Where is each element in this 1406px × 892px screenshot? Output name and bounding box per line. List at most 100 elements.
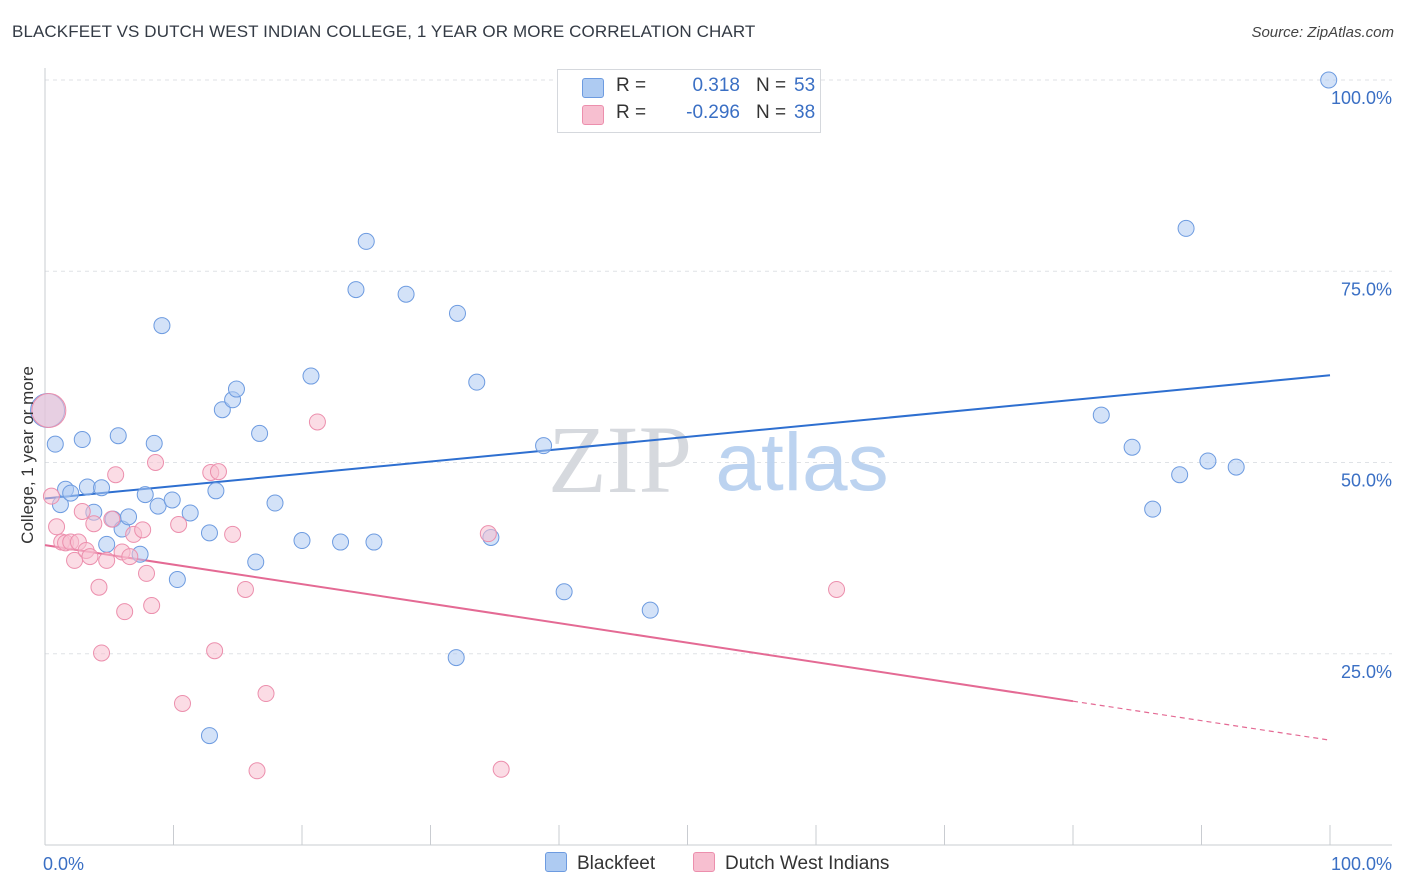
legend-r-label: R = <box>616 102 647 123</box>
data-point-blackfeet <box>357 232 375 250</box>
data-point-dutch-west-indians <box>85 515 103 533</box>
legend-n-value: 38 <box>794 102 816 123</box>
data-points <box>30 71 1338 780</box>
data-point-blackfeet <box>1320 71 1338 89</box>
data-point-dutch-west-indians <box>98 551 116 569</box>
data-point-blackfeet <box>448 304 466 322</box>
y-tick-label: 50.0% <box>1341 471 1392 491</box>
data-point-blackfeet <box>1171 466 1189 484</box>
data-point-dutch-west-indians <box>107 466 125 484</box>
trend-line-0 <box>44 374 1331 500</box>
data-point-blackfeet <box>365 533 383 551</box>
data-point-dutch-west-indians <box>116 603 134 621</box>
legend-r-value: 0.318 <box>692 75 740 96</box>
data-point-blackfeet <box>555 583 573 601</box>
data-point-blackfeet <box>247 553 265 571</box>
data-point-blackfeet <box>168 571 186 589</box>
data-point-dutch-west-indians <box>103 510 121 528</box>
data-point-dutch-west-indians <box>90 578 108 596</box>
data-point-blackfeet <box>641 601 659 619</box>
data-point-dutch-west-indians <box>828 580 846 598</box>
data-point-blackfeet <box>293 532 311 550</box>
trend-lines <box>44 374 1331 741</box>
data-point-dutch-west-indians <box>31 392 67 428</box>
watermark-zip: ZIP <box>548 406 692 513</box>
data-point-blackfeet <box>120 508 138 526</box>
data-point-blackfeet <box>1144 500 1162 518</box>
x-tick-label-start: 0.0% <box>43 854 84 874</box>
data-point-blackfeet <box>163 491 181 509</box>
data-point-blackfeet <box>1123 438 1141 456</box>
data-point-dutch-west-indians <box>492 760 510 778</box>
data-point-blackfeet <box>1092 406 1110 424</box>
x-tick-label-end: 100.0% <box>1331 854 1392 874</box>
data-point-blackfeet <box>447 649 465 667</box>
data-point-dutch-west-indians <box>121 548 139 566</box>
data-point-blackfeet <box>207 482 225 500</box>
data-point-blackfeet <box>200 727 218 745</box>
data-point-blackfeet <box>468 373 486 391</box>
data-point-blackfeet <box>136 486 154 504</box>
legend-n-value: 53 <box>794 75 816 96</box>
data-point-dutch-west-indians <box>147 454 165 471</box>
y-tick-label: 75.0% <box>1341 279 1392 299</box>
data-point-blackfeet <box>397 285 415 303</box>
data-point-blackfeet <box>1227 458 1245 476</box>
data-point-blackfeet <box>73 431 91 449</box>
data-point-dutch-west-indians <box>138 564 156 582</box>
bottom-legend-swatch-dutch-west-indians <box>693 852 715 872</box>
data-point-blackfeet <box>46 435 64 453</box>
data-point-dutch-west-indians <box>209 463 227 481</box>
tick-labels: 25.0% 50.0% 75.0% 100.0% 0.0% 100.0% <box>43 88 1392 874</box>
data-point-dutch-west-indians <box>143 597 161 615</box>
bottom-legend-dutch-west-indians: Dutch West Indians <box>693 852 889 875</box>
data-point-dutch-west-indians <box>73 502 91 520</box>
data-point-blackfeet <box>302 367 320 385</box>
data-point-blackfeet <box>62 484 80 502</box>
data-point-dutch-west-indians <box>81 548 99 566</box>
data-point-dutch-west-indians <box>257 685 275 703</box>
data-point-blackfeet <box>1177 219 1195 237</box>
watermark-atlas: atlas <box>715 417 888 508</box>
data-point-dutch-west-indians <box>236 580 254 598</box>
legend-r-value: -0.296 <box>686 102 740 123</box>
bottom-legend-blackfeet: Blackfeet <box>545 852 655 875</box>
watermark: ZIP atlas <box>548 406 889 513</box>
y-tick-label: 100.0% <box>1331 88 1392 108</box>
y-tick-label: 25.0% <box>1341 662 1392 682</box>
data-point-dutch-west-indians <box>48 518 66 536</box>
bottom-legend-swatch-blackfeet <box>545 852 567 872</box>
data-point-blackfeet <box>93 479 111 497</box>
bottom-legend-label-blackfeet: Blackfeet <box>577 853 656 874</box>
data-point-blackfeet <box>535 437 553 455</box>
legend-r-label: R = <box>616 75 647 96</box>
data-point-blackfeet <box>347 281 365 299</box>
data-point-dutch-west-indians <box>308 413 326 431</box>
data-point-dutch-west-indians <box>224 525 242 543</box>
legend-box: R = 0.318 N = 53 R = -0.296 N = 38 <box>557 69 821 133</box>
legend-n-label: N = <box>756 102 787 123</box>
data-point-dutch-west-indians <box>42 487 60 505</box>
data-point-blackfeet <box>213 401 231 419</box>
data-point-blackfeet <box>227 380 245 398</box>
data-point-blackfeet <box>266 494 284 512</box>
trend-line-1 <box>44 544 1074 703</box>
data-point-blackfeet <box>332 533 350 551</box>
grid-lines <box>45 79 1392 655</box>
data-point-blackfeet <box>78 478 96 496</box>
chart-source: Source: ZipAtlas.com <box>1251 24 1394 41</box>
data-point-blackfeet <box>149 497 167 515</box>
data-point-dutch-west-indians <box>248 762 266 780</box>
legend-swatch-blackfeet <box>582 78 604 98</box>
data-point-blackfeet <box>181 504 199 522</box>
data-point-blackfeet <box>145 434 163 452</box>
y-axis-title: College, 1 year or more <box>18 366 37 544</box>
axes <box>44 68 1392 846</box>
data-point-dutch-west-indians <box>479 525 497 543</box>
bottom-legend-label-dutch-west-indians: Dutch West Indians <box>725 853 890 874</box>
data-point-dutch-west-indians <box>206 642 224 660</box>
data-point-blackfeet <box>153 317 171 335</box>
data-point-blackfeet <box>109 427 127 445</box>
data-point-dutch-west-indians <box>173 694 191 712</box>
